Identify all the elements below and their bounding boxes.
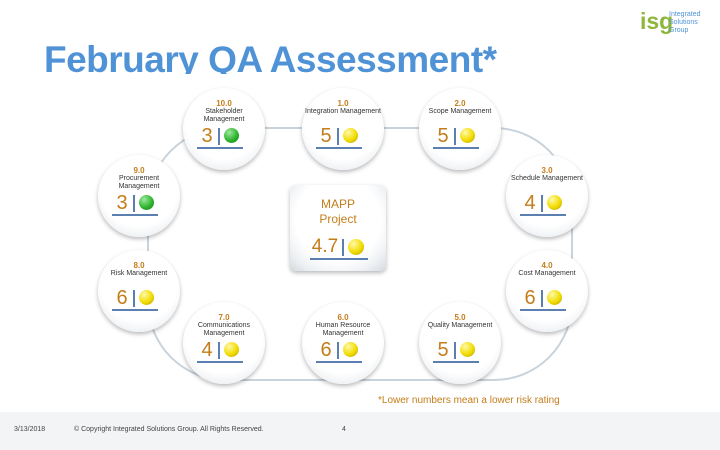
node-name: Human Resource Management <box>315 322 371 337</box>
score-divider <box>454 342 456 359</box>
score-value: 4 <box>524 192 536 214</box>
node-number: 5.0 <box>454 313 466 322</box>
score-underline <box>433 147 479 149</box>
score-value: 5 <box>320 125 332 147</box>
score-underline <box>112 214 158 216</box>
score-divider <box>337 128 339 145</box>
score-underline <box>112 309 158 311</box>
status-indicator-icon <box>224 342 239 357</box>
footer-bar <box>0 412 720 450</box>
node-score: 5 <box>316 124 376 150</box>
project-score: 4.7 <box>310 235 380 261</box>
score-divider <box>454 128 456 145</box>
node-score: 3 <box>112 191 172 217</box>
node-integration-management[interactable]: 1.0 Integration Management 5 <box>302 88 384 170</box>
node-schedule-management[interactable]: 3.0 Schedule Management 4 <box>506 155 588 237</box>
node-number: 10.0 <box>216 99 232 108</box>
node-number: 7.0 <box>218 313 230 322</box>
status-indicator-icon <box>343 128 358 143</box>
project-label-line2: Project <box>319 212 357 226</box>
score-value: 3 <box>116 192 128 214</box>
score-underline <box>433 361 479 363</box>
node-score: 6 <box>316 338 376 364</box>
footer-date: 3/13/2018 <box>14 426 46 433</box>
project-label-line1: MAPP <box>320 197 355 211</box>
score-divider <box>133 195 135 212</box>
node-score: 6 <box>112 286 172 312</box>
score-divider <box>342 239 344 256</box>
node-communications-management[interactable]: 7.0 Communications Management 4 <box>183 302 265 384</box>
node-name: Stakeholder Management <box>203 108 245 123</box>
score-underline <box>520 214 566 216</box>
status-indicator-icon <box>139 290 154 305</box>
status-indicator-icon <box>343 342 358 357</box>
node-risk-management[interactable]: 8.0 Risk Management 6 <box>98 250 180 332</box>
company-logo: isg Integrated Solutions Group <box>640 8 715 36</box>
node-score: 4 <box>520 191 580 217</box>
footer-copyright: © Copyright Integrated Solutions Group. … <box>74 426 264 433</box>
score-value: 6 <box>524 287 536 309</box>
node-name: Risk Management <box>110 270 168 277</box>
score-divider <box>218 128 220 145</box>
node-procurement-management[interactable]: 9.0 Procurement Management 3 <box>98 155 180 237</box>
footnote: *Lower numbers mean a lower risk rating <box>378 395 560 406</box>
score-divider <box>541 195 543 212</box>
node-number: 6.0 <box>337 313 349 322</box>
score-underline <box>520 309 566 311</box>
project-summary-box[interactable]: MAPP Project 4.7 <box>290 185 386 271</box>
status-indicator-icon <box>348 239 364 255</box>
score-value: 3 <box>201 125 213 147</box>
status-indicator-icon <box>460 342 475 357</box>
score-value: 5 <box>437 125 449 147</box>
score-underline <box>310 258 368 260</box>
score-underline <box>197 361 243 363</box>
status-indicator-icon <box>224 128 239 143</box>
node-number: 2.0 <box>454 99 466 108</box>
node-scope-management[interactable]: 2.0 Scope Management 5 <box>419 88 501 170</box>
score-value: 6 <box>116 287 128 309</box>
node-quality-management[interactable]: 5.0 Quality Management 5 <box>419 302 501 384</box>
node-name: Procurement Management <box>118 175 160 190</box>
logo-mark: isg <box>640 8 674 34</box>
node-name: Quality Management <box>427 322 493 329</box>
score-divider <box>337 342 339 359</box>
node-human-resource-management[interactable]: 6.0 Human Resource Management 6 <box>302 302 384 384</box>
node-name: Integration Management <box>305 108 381 115</box>
node-score: 6 <box>520 286 580 312</box>
status-indicator-icon <box>139 195 154 210</box>
node-number: 3.0 <box>541 166 553 175</box>
node-score: 4 <box>197 338 257 364</box>
page-title: February QA Assessment* <box>44 39 497 74</box>
score-divider <box>133 290 135 307</box>
status-indicator-icon <box>547 290 562 305</box>
logo-text: Integrated Solutions Group <box>669 11 701 34</box>
score-value: 4 <box>201 339 213 361</box>
node-name: Communications Management <box>197 322 251 337</box>
score-underline <box>197 147 243 149</box>
score-value: 4.7 <box>311 236 339 257</box>
node-score: 3 <box>197 124 257 150</box>
score-divider <box>218 342 220 359</box>
status-indicator-icon <box>547 195 562 210</box>
node-number: 8.0 <box>133 261 145 270</box>
score-underline <box>316 147 362 149</box>
score-underline <box>316 361 362 363</box>
node-cost-management[interactable]: 4.0 Cost Management 6 <box>506 250 588 332</box>
node-number: 9.0 <box>133 166 145 175</box>
score-divider <box>541 290 543 307</box>
score-value: 5 <box>437 339 449 361</box>
footer-page-number: 4 <box>342 426 346 433</box>
status-indicator-icon <box>460 128 475 143</box>
node-score: 5 <box>433 124 493 150</box>
node-stakeholder-management[interactable]: 10.0 Stakeholder Management 3 <box>183 88 265 170</box>
node-name: Scope Management <box>428 108 492 115</box>
score-value: 6 <box>320 339 332 361</box>
node-name: Cost Management <box>518 270 576 277</box>
node-number: 1.0 <box>337 99 349 108</box>
node-name: Schedule Management <box>511 175 583 182</box>
node-number: 4.0 <box>541 261 553 270</box>
node-score: 5 <box>433 338 493 364</box>
